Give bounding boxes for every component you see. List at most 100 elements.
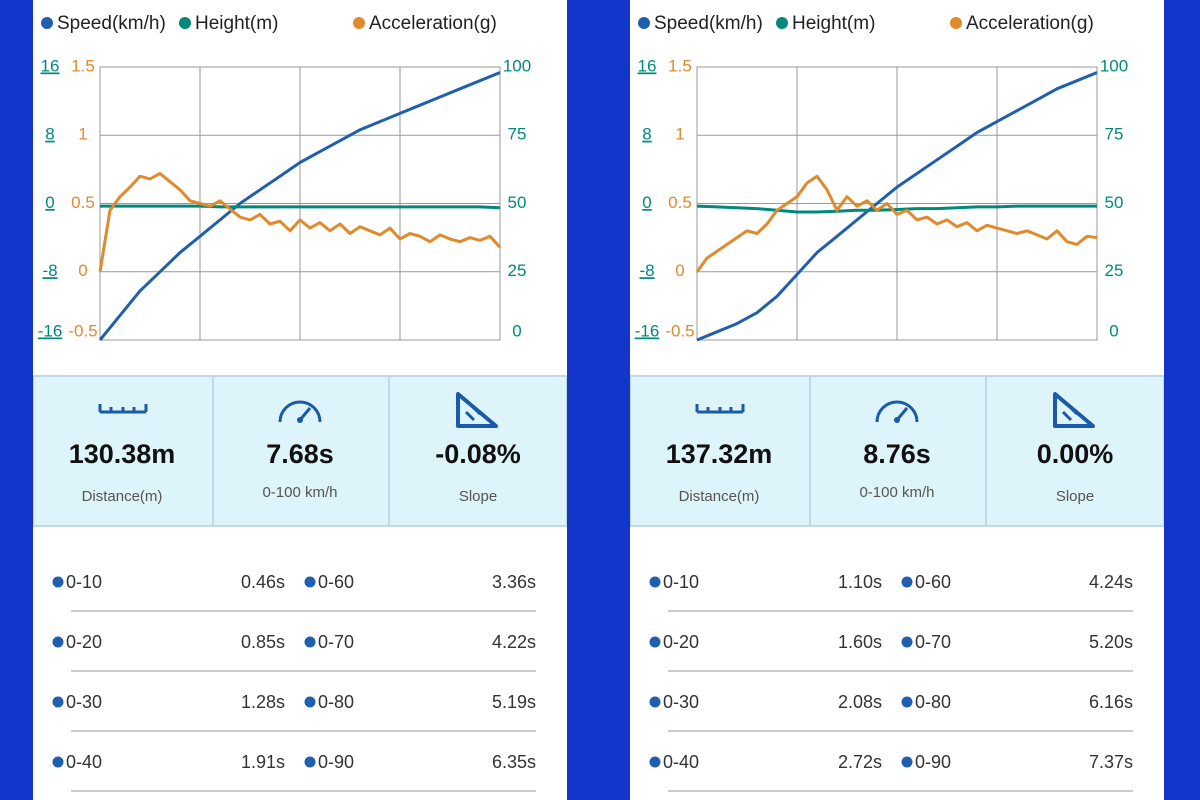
split-value: 0.85s: [241, 632, 285, 652]
split-label: 0-40: [663, 752, 699, 772]
split-dot: [52, 636, 64, 648]
split-label: 0-10: [663, 572, 699, 592]
stat-icon: [1053, 392, 1095, 428]
split-value: 3.36s: [492, 572, 536, 592]
legend-dot: [179, 17, 191, 29]
split-label: 0-90: [915, 752, 951, 772]
split-dot: [304, 636, 316, 648]
stat-icon: [278, 400, 322, 423]
y-tick-label: 1.5: [668, 56, 692, 75]
series-line: [100, 204, 501, 210]
split-label: 0-10: [66, 572, 102, 592]
split-value: 2.08s: [838, 692, 882, 712]
panel: -16 -8 0 8 16 -0.5 0 0.5 1 1.5 0 25 50 75 100 Speed(km/…: [33, 0, 567, 800]
split-dot: [901, 576, 913, 588]
split-value: 5.19s: [492, 692, 536, 712]
split-label: 0-60: [318, 572, 354, 592]
stat-value: 130.38m: [69, 439, 176, 469]
panel-canvas: -16 -8 0 8 16 -0.5 0 0.5 1 1.5 0 25 50 75 100 Speed(km/…: [33, 13, 567, 792]
series-line: [98, 172, 502, 273]
split-value: 6.16s: [1089, 692, 1133, 712]
split-value: 1.91s: [241, 752, 285, 772]
y-tick-label: 1.5: [71, 56, 95, 75]
stat-icon: [695, 404, 745, 414]
legend-label: Speed(km/h): [57, 13, 166, 34]
stat-label: 0-100 km/h: [859, 484, 934, 501]
legend-label: Height(m): [195, 13, 278, 34]
stat-label: Distance(m): [82, 488, 163, 505]
y-tick-label: 25: [1105, 261, 1124, 280]
legend-label: Speed(km/h): [654, 13, 763, 34]
y-tick-label: 0: [1109, 321, 1118, 340]
split-label: 0-70: [318, 632, 354, 652]
stat-value: 8.76s: [863, 439, 931, 469]
y-tick-label: 8: [45, 125, 54, 144]
split-value: 1.60s: [838, 632, 882, 652]
split-label: 0-70: [915, 632, 951, 652]
split-value: 5.20s: [1089, 632, 1133, 652]
y-tick-label: 8: [642, 125, 651, 144]
split-label: 0-80: [318, 692, 354, 712]
y-tick-label: -8: [42, 261, 57, 280]
y-tick-label: 75: [508, 125, 527, 144]
y-tick-label: 0: [675, 261, 684, 280]
split-dot: [649, 636, 661, 648]
split-dot: [649, 696, 661, 708]
series-line: [696, 71, 1098, 342]
stat-value: 7.68s: [266, 439, 334, 469]
split-dot: [649, 756, 661, 768]
series-line: [696, 204, 1097, 214]
y-tick-label: 0: [78, 261, 87, 280]
split-value: 1.28s: [241, 692, 285, 712]
panel: -16 -8 0 8 16 -0.5 0 0.5 1 1.5 0 25 50 75 100 Speed(km/…: [630, 0, 1164, 800]
y-tick-label: 25: [508, 261, 527, 280]
legend-dot: [950, 17, 962, 29]
split-dot: [901, 756, 913, 768]
split-value: 2.72s: [838, 752, 882, 772]
stat-label: Slope: [459, 488, 497, 505]
legend-dot: [353, 17, 365, 29]
y-tick-label: 50: [1105, 193, 1124, 212]
y-tick-label: 1: [675, 125, 684, 144]
y-tick-label: -8: [639, 261, 654, 280]
stat-label: Slope: [1056, 488, 1094, 505]
y-tick-label: 0: [45, 193, 54, 212]
split-dot: [649, 576, 661, 588]
split-dot: [52, 696, 64, 708]
split-value: 7.37s: [1089, 752, 1133, 772]
split-label: 0-30: [663, 692, 699, 712]
y-tick-label: 100: [503, 56, 531, 75]
split-dot: [901, 696, 913, 708]
series-line: [695, 174, 1098, 273]
split-label: 0-20: [663, 632, 699, 652]
split-dot: [304, 696, 316, 708]
split-dot: [304, 756, 316, 768]
legend-dot: [776, 17, 788, 29]
legend-label: Acceleration(g): [369, 13, 497, 34]
split-value: 6.35s: [492, 752, 536, 772]
stat-label: 0-100 km/h: [262, 484, 337, 501]
y-tick-label: 0: [512, 321, 521, 340]
legend-label: Acceleration(g): [966, 13, 1094, 34]
y-tick-label: 0.5: [668, 193, 692, 212]
split-label: 0-40: [66, 752, 102, 772]
stat-icon: [456, 392, 498, 428]
y-tick-label: 16: [638, 56, 657, 75]
y-tick-label: -16: [635, 321, 660, 340]
y-tick-label: 75: [1105, 125, 1124, 144]
split-value: 4.24s: [1089, 572, 1133, 592]
y-tick-label: -16: [38, 321, 63, 340]
legend-dot: [41, 17, 53, 29]
split-dot: [52, 576, 64, 588]
y-tick-label: 100: [1100, 56, 1128, 75]
split-value: 0.46s: [241, 572, 285, 592]
series-line: [98, 71, 501, 341]
split-value: 1.10s: [838, 572, 882, 592]
split-dot: [901, 636, 913, 648]
y-tick-label: 0.5: [71, 193, 95, 212]
split-dot: [304, 576, 316, 588]
split-label: 0-20: [66, 632, 102, 652]
y-tick-label: 50: [508, 193, 527, 212]
y-tick-label: 16: [41, 56, 60, 75]
